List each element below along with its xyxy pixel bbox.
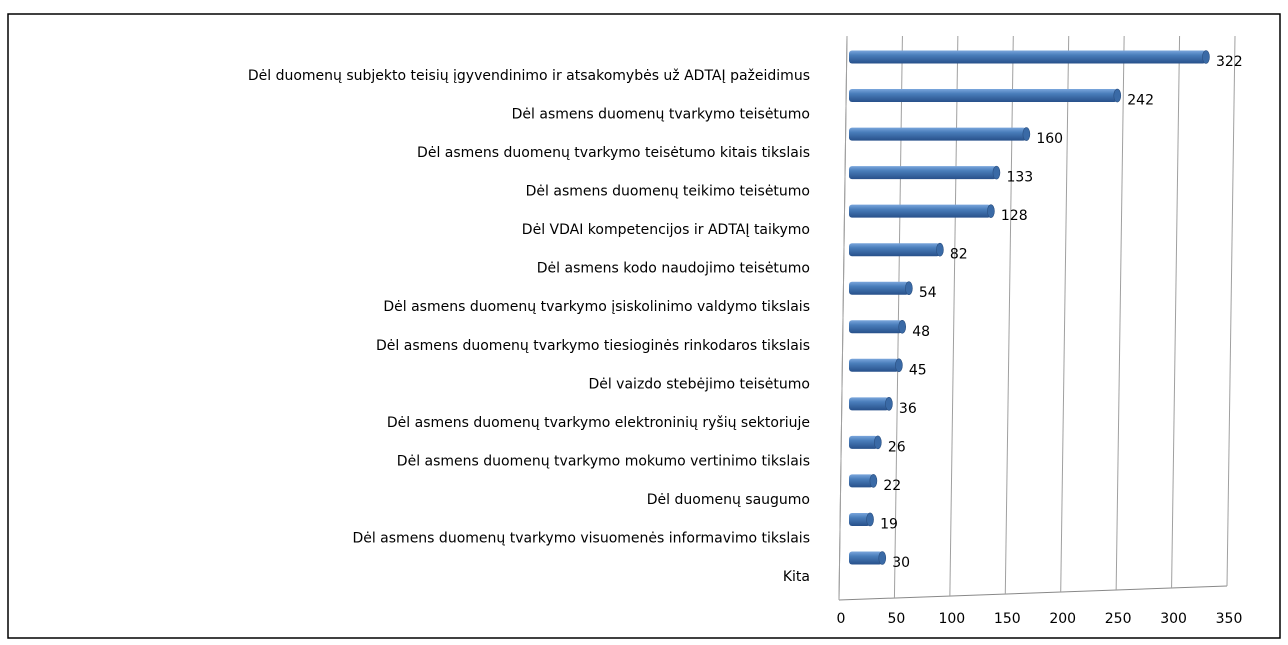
data-label: 128 xyxy=(1001,208,1028,224)
data-label: 36 xyxy=(899,401,917,417)
data-label: 22 xyxy=(883,478,901,494)
bar xyxy=(849,320,903,334)
bar-cap xyxy=(895,358,903,373)
bar-cap xyxy=(987,204,995,218)
category-label: Dėl duomenų saugumo xyxy=(647,492,810,508)
bar-cap xyxy=(905,281,913,296)
x-tick-label: 350 xyxy=(1216,611,1243,627)
bar xyxy=(849,551,883,565)
bar xyxy=(849,397,889,411)
bar xyxy=(849,474,874,488)
bar-cap xyxy=(866,512,874,527)
bar xyxy=(849,281,909,295)
grid-line xyxy=(1226,35,1236,587)
category-label: Dėl VDAI kompetencijos ir ADTAĮ taikymo xyxy=(522,222,810,238)
grid-line xyxy=(1115,35,1125,591)
bar xyxy=(849,127,1027,141)
data-label: 160 xyxy=(1036,131,1063,147)
bar-cap xyxy=(992,165,1001,180)
x-tick-label: 150 xyxy=(994,611,1021,627)
category-label: Dėl asmens duomenų tvarkymo įsiskolinimo… xyxy=(383,299,810,315)
bar xyxy=(849,204,991,218)
data-label: 242 xyxy=(1127,93,1154,109)
category-label: Kita xyxy=(783,569,810,585)
bar xyxy=(849,358,899,372)
grid-line xyxy=(1060,35,1070,593)
bar xyxy=(849,50,1206,64)
bar xyxy=(849,512,871,526)
bar xyxy=(849,166,997,180)
data-label: 19 xyxy=(880,516,898,532)
category-label: Dėl asmens duomenų tvarkymo elektroninių… xyxy=(387,415,810,431)
bar xyxy=(849,243,940,257)
category-label: Dėl asmens kodo naudojimo teisėtumo xyxy=(537,261,810,277)
bar-cap xyxy=(874,435,882,450)
data-label: 322 xyxy=(1216,54,1243,70)
data-label: 133 xyxy=(1006,170,1033,186)
category-label: Dėl asmens duomenų teikimo teisėtumo xyxy=(526,184,810,200)
bar-cap xyxy=(936,242,944,257)
x-tick-label: 200 xyxy=(1049,611,1076,627)
x-tick-label: 50 xyxy=(888,611,906,627)
data-label: 30 xyxy=(892,555,910,571)
bar-cap xyxy=(1113,88,1122,103)
data-label: 48 xyxy=(912,324,930,340)
data-label: 54 xyxy=(919,285,937,301)
bar-cap xyxy=(898,319,907,334)
bar-cap xyxy=(878,551,887,565)
bar xyxy=(849,89,1118,103)
category-label: Dėl vaizdo stebėjimo teisėtumo xyxy=(588,376,810,392)
category-label: Dėl asmens duomenų tvarkymo tiesioginės … xyxy=(376,338,810,354)
x-tick-label: 300 xyxy=(1160,611,1187,627)
category-label: Dėl duomenų subjekto teisių įgyvendinimo… xyxy=(248,68,810,84)
axis-line xyxy=(838,585,1228,601)
data-label: 82 xyxy=(950,247,968,263)
category-label: Dėl asmens duomenų tvarkymo teisėtumo ki… xyxy=(417,145,810,161)
bar-cap xyxy=(885,397,893,411)
bar xyxy=(849,435,878,449)
bar-cap xyxy=(1022,127,1031,141)
x-tick-label: 100 xyxy=(938,611,965,627)
category-label: Dėl asmens duomenų tvarkymo teisėtumo xyxy=(512,107,810,123)
data-label: 45 xyxy=(909,362,927,378)
data-label: 26 xyxy=(888,439,906,455)
category-label: Dėl asmens duomenų tvarkymo mokumo verti… xyxy=(397,453,810,469)
grid-line xyxy=(1171,35,1181,589)
grid-line xyxy=(838,35,848,601)
bar-cap xyxy=(1202,50,1210,64)
x-tick-label: 0 xyxy=(837,611,846,627)
bar-cap xyxy=(869,474,878,488)
x-tick-label: 250 xyxy=(1105,611,1132,627)
category-label: Dėl asmens duomenų tvarkymo visuomenės i… xyxy=(352,530,810,546)
